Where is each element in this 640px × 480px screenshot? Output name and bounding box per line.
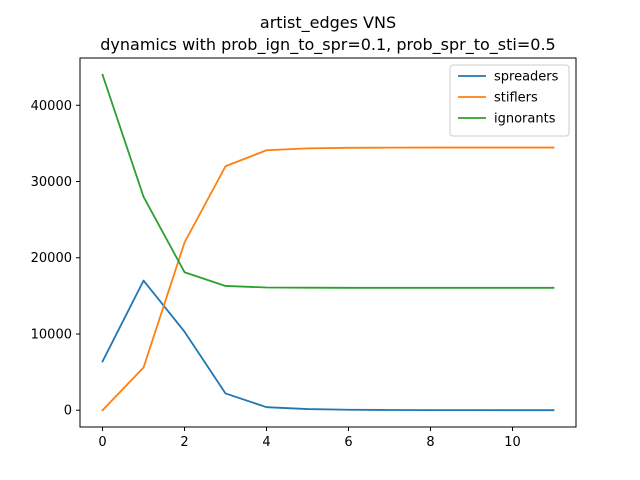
x-tick-label: 0	[98, 435, 106, 450]
legend: spreaders stiflers ignorants	[449, 64, 570, 137]
series-line-stiflers	[101, 146, 555, 412]
chart-subtitle: dynamics with prob_ign_to_spr=0.1, prob_…	[100, 35, 555, 55]
x-tick-label: 10	[504, 435, 521, 450]
x-tick-label: 4	[262, 435, 270, 450]
y-tick-label: 10000	[31, 327, 72, 342]
axes-frame	[79, 57, 577, 428]
legend-label-ignorants: ignorants	[494, 112, 556, 127]
y-tick-label: 0	[64, 404, 72, 419]
series-layer	[101, 73, 555, 412]
y-tick-label: 40000	[31, 99, 72, 114]
y-axis: 0 10000 20000 30000 40000	[31, 99, 80, 419]
x-tick-label: 6	[344, 435, 352, 450]
legend-label-spreaders: spreaders	[494, 70, 559, 85]
y-tick-label: 20000	[31, 251, 72, 266]
chart-title: artist_edges VNS	[260, 13, 396, 33]
y-tick-label: 30000	[31, 175, 72, 190]
x-axis: 0 2 4 6 8 10	[98, 427, 521, 450]
series-line-ignorants	[101, 73, 555, 289]
legend-label-stiflers: stiflers	[494, 91, 538, 106]
x-tick-label: 2	[180, 435, 188, 450]
series-line-spreaders	[101, 279, 555, 412]
x-tick-label: 8	[426, 435, 434, 450]
